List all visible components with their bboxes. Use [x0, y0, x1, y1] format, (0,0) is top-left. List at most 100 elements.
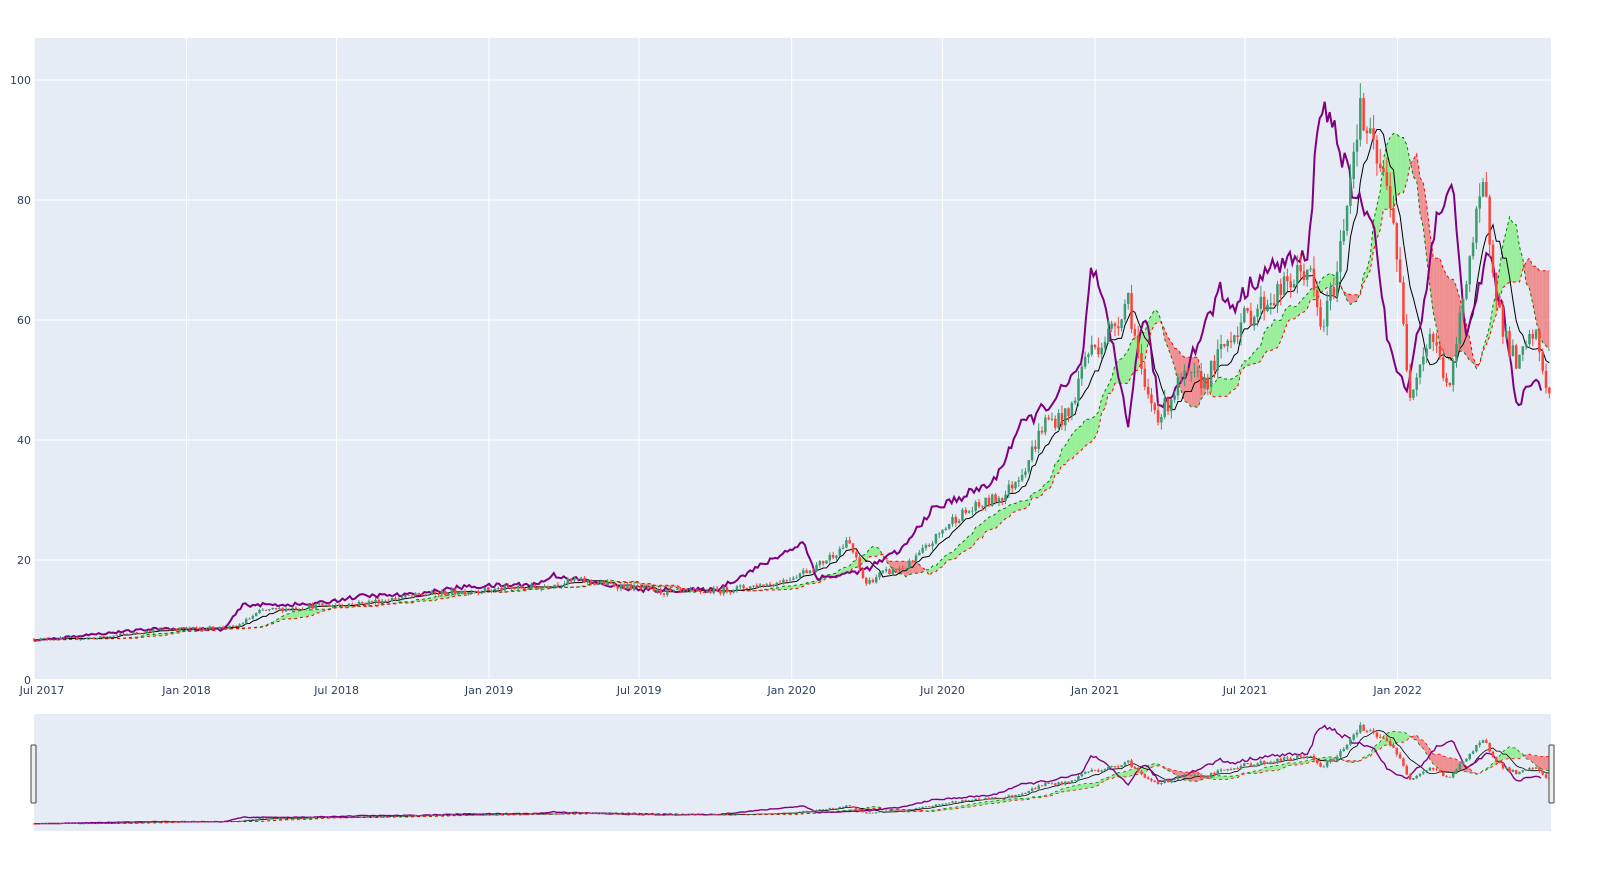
candle-body — [805, 811, 808, 812]
candle-body — [331, 817, 334, 819]
candle-body — [92, 637, 95, 640]
candle-body — [1097, 347, 1100, 355]
range-slider-left-handle[interactable] — [30, 744, 37, 804]
candle-body — [324, 604, 328, 607]
candle-body — [768, 584, 772, 586]
candle-body — [95, 637, 99, 640]
candle-body — [1435, 342, 1438, 346]
candle-body — [493, 588, 497, 591]
cloud-segment — [1075, 784, 1079, 791]
candle-body — [1292, 284, 1296, 288]
candle-body — [1063, 781, 1067, 785]
candle-body — [172, 629, 175, 631]
candle-body — [1080, 773, 1084, 777]
candle-body — [1057, 782, 1060, 786]
x-tick-label: Jan 2021 — [1070, 684, 1119, 697]
candle-body — [215, 821, 218, 823]
candle-body — [685, 589, 689, 591]
cloud-segment — [1224, 378, 1228, 397]
cloud-segment — [846, 565, 850, 573]
candle-body — [294, 817, 298, 819]
cloud-segment — [1085, 419, 1089, 447]
candle-body — [1040, 430, 1044, 433]
cloud-segment — [1439, 754, 1444, 772]
candle-body — [1276, 284, 1279, 306]
candle-body — [1126, 760, 1130, 763]
cloud-segment — [922, 810, 926, 812]
candle-body — [729, 814, 732, 816]
candle-body — [613, 583, 616, 587]
cloud-segment — [1320, 757, 1324, 761]
candle-body — [805, 570, 808, 574]
candle-body — [1266, 304, 1269, 312]
candle-body — [1166, 779, 1170, 783]
candle-body — [1103, 341, 1107, 348]
candle-body — [208, 626, 211, 629]
cloud-segment — [1098, 779, 1102, 786]
candle-body — [487, 814, 490, 815]
candle-body — [1508, 767, 1511, 772]
candle-body — [1024, 471, 1027, 475]
candle-body — [709, 814, 712, 816]
candle-body — [589, 580, 593, 583]
candle-body — [845, 805, 848, 807]
candle-body — [802, 811, 805, 812]
candle-body — [536, 587, 540, 590]
candle-body — [1093, 769, 1097, 771]
candle-body — [954, 801, 958, 803]
candle-body — [1325, 761, 1329, 767]
candle-body — [848, 805, 851, 807]
candle-body — [825, 809, 828, 811]
candle-body — [957, 802, 961, 803]
candle-body — [586, 812, 589, 814]
cloud-segment — [1327, 273, 1331, 288]
candle-body — [1050, 418, 1054, 420]
candle-body — [1136, 768, 1140, 772]
cloud-segment — [1005, 799, 1009, 802]
candle-body — [79, 823, 82, 825]
candle-body — [225, 821, 228, 823]
candle-body — [36, 640, 39, 642]
candle-body — [579, 812, 583, 814]
cloud-segment — [979, 523, 983, 539]
candle-body — [1478, 742, 1481, 746]
candle-body — [868, 579, 871, 584]
candle-body — [596, 583, 599, 585]
cloud-segment — [1526, 754, 1530, 760]
candle-body — [1465, 284, 1468, 299]
y-tick-label: 80 — [17, 194, 31, 207]
candle-body — [1269, 762, 1273, 764]
candle-body — [1312, 268, 1316, 290]
cloud-segment — [1509, 746, 1513, 759]
cloud-segment — [1539, 270, 1543, 343]
candle-body — [991, 494, 994, 506]
candle-body — [453, 814, 457, 816]
candle-body — [589, 812, 593, 814]
candle-body — [695, 814, 699, 816]
candle-body — [152, 821, 155, 823]
candle-body — [851, 806, 855, 808]
candle-body — [646, 586, 649, 588]
cloud-segment — [150, 634, 154, 637]
candle-body — [1359, 724, 1362, 733]
candle-body — [1405, 323, 1409, 371]
cloud-segment — [1267, 766, 1271, 771]
candle-body — [92, 823, 95, 825]
candle-body — [1000, 797, 1004, 799]
candle-body — [1528, 767, 1531, 770]
candle-body — [264, 818, 268, 820]
cloud-segment — [1012, 503, 1016, 513]
candle-body — [1117, 766, 1120, 768]
candle-body — [195, 821, 198, 823]
range-slider-right-handle[interactable] — [1548, 744, 1555, 804]
candle-body — [828, 808, 832, 810]
range-slider[interactable] — [30, 714, 1555, 831]
candle-body — [520, 813, 523, 815]
cloud-segment — [1081, 419, 1086, 450]
candle-body — [185, 821, 188, 823]
candle-body — [1395, 747, 1399, 755]
candle-body — [1100, 347, 1103, 355]
candle-body — [835, 808, 838, 810]
candle-body — [307, 817, 311, 819]
